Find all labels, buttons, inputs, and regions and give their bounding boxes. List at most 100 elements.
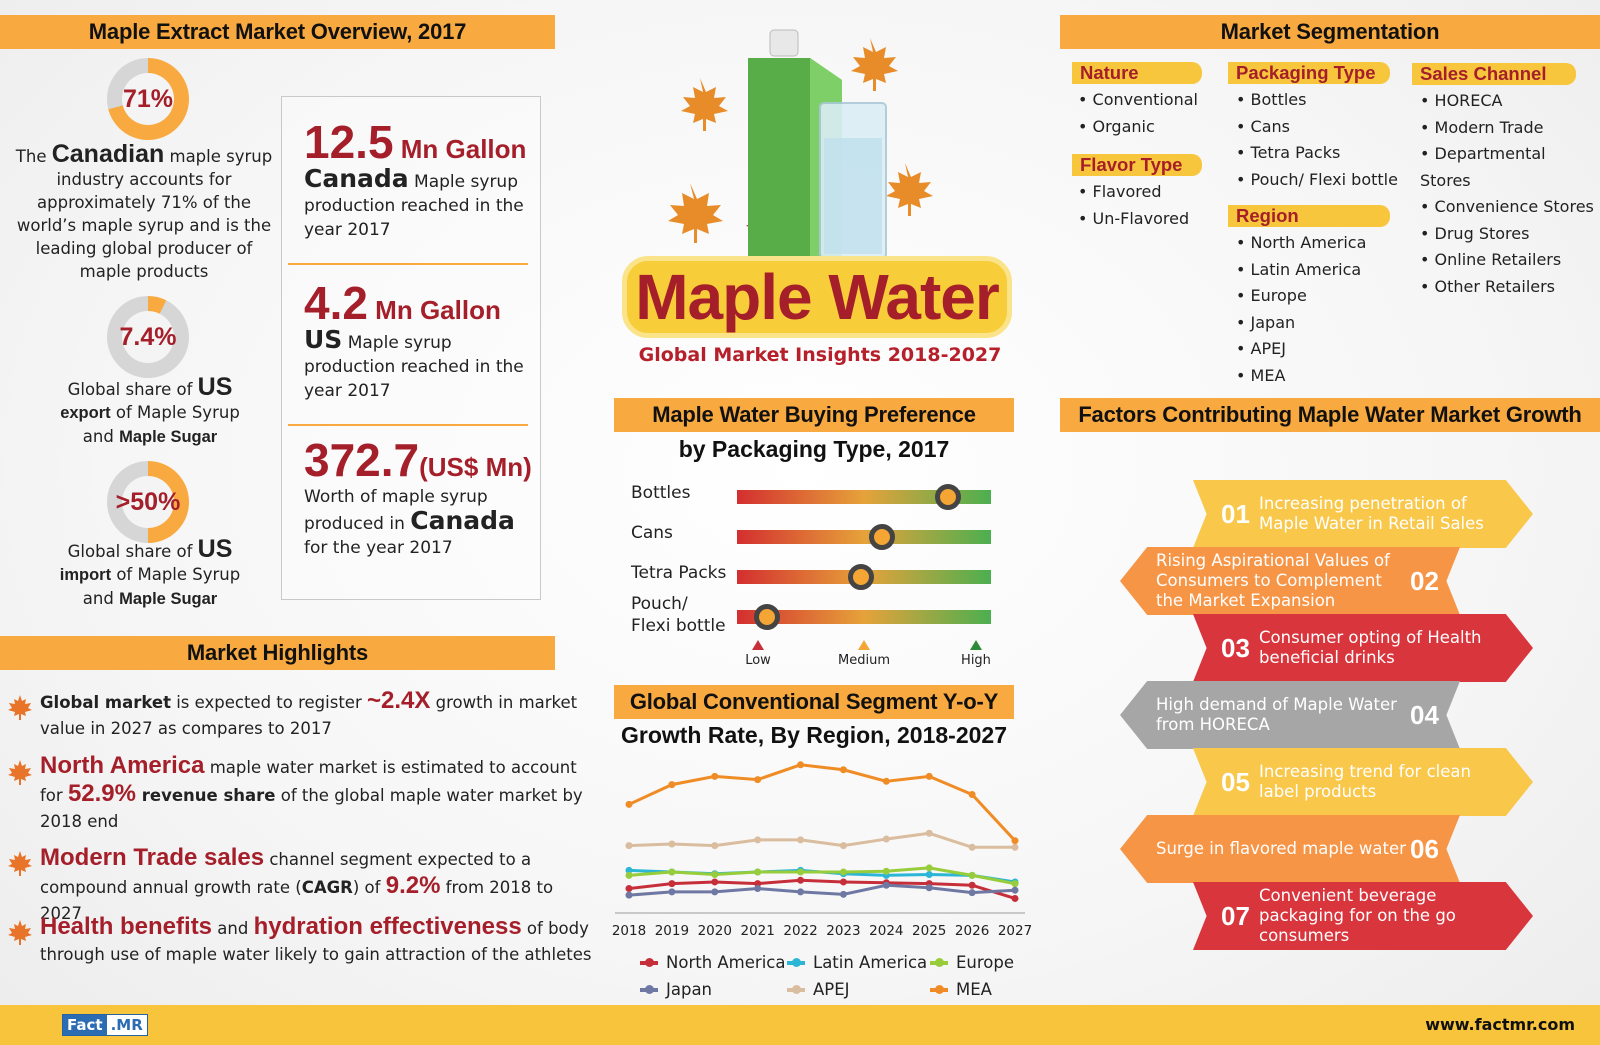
overview-title: Maple Extract Market Overview, 2017 bbox=[88, 19, 467, 44]
seg-sales-list: HORECA Modern Trade Departmental Stores … bbox=[1420, 88, 1600, 300]
data-point bbox=[797, 876, 805, 884]
factor-text: Consumer opting of Health beneficial dri… bbox=[1259, 628, 1482, 667]
preference-knob bbox=[868, 524, 895, 550]
series-line-apej bbox=[628, 831, 1015, 849]
high-marker-icon bbox=[970, 640, 982, 650]
seg-item: MEA bbox=[1236, 363, 1366, 390]
data-point bbox=[839, 842, 847, 850]
data-point bbox=[625, 871, 633, 879]
data-point bbox=[839, 766, 847, 774]
segmentation-title: Market Segmentation bbox=[1220, 19, 1440, 44]
data-point bbox=[711, 772, 719, 780]
legend-item: APEJ bbox=[787, 980, 850, 999]
factor-text: Increasing penetration of Maple Water in… bbox=[1259, 494, 1484, 533]
highlight-health-benefits: Health benefits and hydration effectiven… bbox=[40, 913, 592, 965]
data-point bbox=[754, 880, 762, 888]
scale-low: Low bbox=[745, 653, 771, 668]
data-point bbox=[668, 868, 676, 876]
growth-line-chart: 2018 2019 2020 2021 2022 2023 2024 2025 2026 2027 bbox=[612, 761, 1032, 939]
legend-swatch bbox=[640, 957, 658, 967]
seg-item: APEJ bbox=[1236, 336, 1366, 363]
main-title-box: Maple Water bbox=[622, 256, 1012, 338]
x-tick-label: 2018 bbox=[612, 923, 646, 939]
highlight-modern-trade: Modern Trade sales channel segment expec… bbox=[40, 844, 554, 924]
footer-url[interactable]: www.factmr.com bbox=[1425, 1015, 1575, 1034]
seg-item: Conventional bbox=[1078, 87, 1198, 114]
legend-item: North America bbox=[640, 953, 785, 972]
seg-item: Departmental Stores bbox=[1420, 141, 1600, 194]
seg-item: Latin America bbox=[1236, 257, 1366, 284]
factor-text: Convenient beverage packaging for on the… bbox=[1259, 886, 1456, 945]
factors-header: Factors Contributing Maple Water Market … bbox=[1060, 398, 1600, 432]
seg-sales-header: Sales Channel bbox=[1412, 63, 1576, 85]
seg-item: Flavored bbox=[1078, 179, 1189, 206]
donut-label: 7.4% bbox=[119, 322, 177, 351]
data-point bbox=[754, 885, 762, 893]
legend-label: Latin America bbox=[813, 953, 928, 972]
legend-item: Latin America bbox=[787, 953, 927, 972]
factor-01: 01 Increasing penetration of Maple Water … bbox=[1193, 480, 1533, 548]
scale-high: High bbox=[961, 653, 991, 668]
data-point bbox=[797, 836, 805, 844]
x-tick-label: 2026 bbox=[955, 923, 989, 939]
stat-canada-production: 12.5 Mn Gallon Canada Maple syrup produc… bbox=[304, 116, 527, 240]
factor-03: 03 Consumer opting of Health beneficial d… bbox=[1193, 614, 1533, 682]
legend-item: MEA bbox=[930, 980, 992, 999]
main-title: Maple Water bbox=[635, 261, 1000, 333]
canada-share-text: The Canadian maple syrup industry accoun… bbox=[15, 140, 273, 282]
maple-leaf-icon bbox=[8, 760, 32, 785]
data-point bbox=[668, 781, 676, 789]
seg-item: Japan bbox=[1236, 310, 1366, 337]
data-point bbox=[1011, 837, 1019, 845]
data-point bbox=[925, 864, 933, 872]
seg-packaging-list: Bottles Cans Tetra Packs Pouch/ Flexi bo… bbox=[1236, 87, 1398, 193]
factor-number: 03 bbox=[1221, 632, 1250, 663]
preference-subtitle: by Packaging Type, 2017 bbox=[678, 436, 950, 462]
data-point bbox=[925, 871, 933, 879]
donut-label: >50% bbox=[115, 487, 181, 516]
legend-label: MEA bbox=[956, 980, 992, 999]
preference-header: Maple Water Buying Preference bbox=[614, 398, 1014, 432]
factor-05: 05 Increasing trend for clean label produ… bbox=[1193, 748, 1533, 816]
data-point bbox=[968, 843, 976, 851]
preference-bar bbox=[737, 530, 991, 544]
donut-label: 71% bbox=[122, 84, 174, 113]
legend-swatch bbox=[640, 984, 658, 994]
data-point bbox=[754, 836, 762, 844]
donut-chart-7-4: 7.4% bbox=[107, 296, 189, 378]
seg-flavor-header: Flavor Type bbox=[1072, 154, 1202, 176]
data-point bbox=[625, 885, 633, 893]
preference-bar bbox=[737, 610, 991, 624]
seg-nature-list: Conventional Organic bbox=[1078, 87, 1198, 140]
preference-label: Cans bbox=[631, 523, 673, 543]
legend-label: Europe bbox=[956, 953, 1015, 972]
seg-item: Tetra Packs bbox=[1236, 140, 1398, 167]
x-tick-label: 2019 bbox=[655, 923, 689, 939]
preference-knob bbox=[754, 604, 781, 630]
data-point bbox=[711, 878, 719, 886]
seg-region-list: North America Latin America Europe Japan… bbox=[1236, 230, 1367, 390]
preference-label: Tetra Packs bbox=[631, 563, 727, 583]
segmentation-header: Market Segmentation bbox=[1060, 15, 1600, 49]
factor-text: High demand of Maple Water from HORECA bbox=[1156, 695, 1397, 734]
us-import-text: Global share of US import of Maple Syrup … bbox=[59, 535, 241, 609]
x-tick-label: 2027 bbox=[998, 923, 1032, 939]
data-point bbox=[797, 888, 805, 896]
legend-item: Europe bbox=[930, 953, 1014, 972]
growth-title: Global Conventional Segment Y-o-Y bbox=[629, 689, 999, 714]
seg-packaging-header: Packaging Type bbox=[1228, 62, 1390, 84]
maple-leaf-icon bbox=[8, 695, 32, 720]
scale-medium: Medium bbox=[838, 653, 890, 668]
footer-bar: Fact .MR www.factmr.com bbox=[0, 1005, 1600, 1045]
data-point bbox=[1011, 894, 1019, 902]
factors-title: Factors Contributing Maple Water Market … bbox=[1078, 402, 1582, 427]
seg-item: Convenience Stores bbox=[1420, 194, 1600, 221]
data-point bbox=[711, 871, 719, 879]
seg-item: Organic bbox=[1078, 114, 1198, 141]
seg-item: Modern Trade bbox=[1420, 115, 1600, 142]
legend-label: APEJ bbox=[813, 980, 850, 999]
seg-item: Bottles bbox=[1236, 87, 1398, 114]
data-point bbox=[1011, 880, 1019, 888]
seg-item: Cans bbox=[1236, 114, 1398, 141]
data-point bbox=[625, 891, 633, 899]
